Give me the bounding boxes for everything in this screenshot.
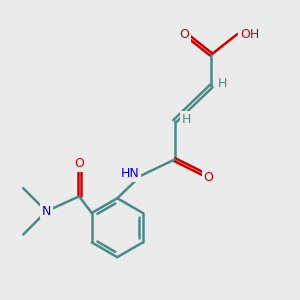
Text: H: H (218, 77, 227, 90)
Text: O: O (179, 28, 189, 40)
Text: N: N (42, 205, 51, 218)
Text: O: O (74, 157, 84, 170)
Text: O: O (204, 171, 214, 184)
Text: H: H (181, 113, 191, 126)
Text: HN: HN (120, 167, 139, 180)
Text: OH: OH (240, 28, 259, 40)
